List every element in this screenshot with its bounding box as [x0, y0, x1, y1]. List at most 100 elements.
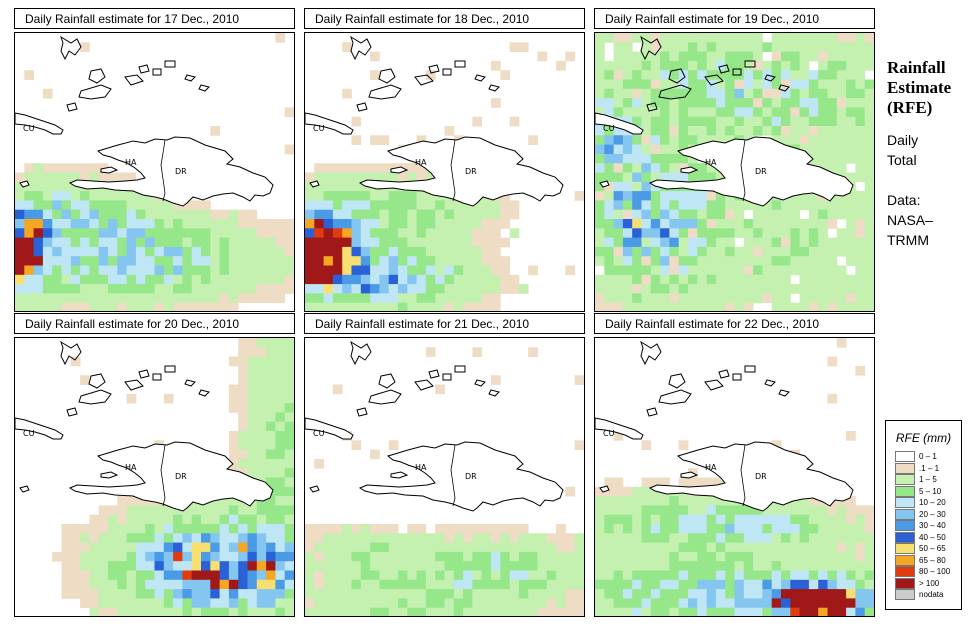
rainfall-cell — [256, 598, 267, 609]
rainfall-cell — [632, 570, 642, 581]
rainfall-cell — [743, 60, 754, 71]
rainfall-cell — [781, 607, 791, 616]
rainfall-cell — [98, 219, 109, 229]
rainfall-cell — [351, 589, 362, 599]
rainfall-cell — [864, 589, 874, 599]
rainfall-cell — [256, 440, 267, 450]
rainfall-cell — [463, 524, 473, 534]
rainfall-cell — [688, 88, 698, 99]
rainfall-cell — [219, 542, 230, 553]
rainfall-cell — [305, 551, 315, 562]
rainfall-cell — [518, 579, 529, 590]
rainfall-cell — [117, 570, 127, 581]
rainfall-cell — [781, 274, 791, 285]
rainfall-cell — [650, 598, 661, 609]
rainfall-cell — [305, 256, 315, 266]
rainfall-cell — [332, 284, 343, 294]
haiti-dr-border — [740, 444, 746, 507]
rainfall-cell — [528, 347, 538, 357]
rainfall-cell — [491, 589, 501, 599]
rainfall-cell — [70, 237, 81, 248]
rainfall-cell — [370, 274, 380, 285]
rainfall-cell — [247, 365, 258, 376]
rainfall-cell — [660, 33, 670, 43]
rainfall-cell — [632, 172, 642, 183]
rainfall-cell — [444, 607, 455, 616]
rainfall-cell — [247, 440, 258, 450]
rainfall-cell — [425, 561, 436, 571]
rainfall-cell — [827, 589, 838, 599]
rainfall-cell — [632, 153, 642, 164]
rainfall-cell — [154, 209, 165, 220]
rainfall-cell — [818, 579, 828, 590]
rainfall-cell — [238, 384, 248, 395]
rainfall-cell — [771, 107, 782, 118]
rainfall-cell — [688, 172, 698, 183]
rainfall-cell — [210, 284, 220, 294]
rainfall-cell — [275, 505, 286, 516]
rainfall-cell — [266, 533, 276, 543]
rainfall-cell — [808, 153, 819, 164]
rainfall-cell — [98, 172, 109, 183]
bahamas-island-outline — [152, 68, 162, 76]
rainfall-cell — [781, 135, 791, 145]
rainfall-cell — [864, 172, 874, 183]
rainfall-cell — [89, 302, 100, 311]
rainfall-cell — [827, 356, 838, 367]
rainfall-cell — [762, 60, 773, 71]
rainfall-cell — [678, 524, 689, 534]
rainfall-cell — [191, 561, 202, 571]
rainfall-cell — [678, 116, 689, 127]
bahamas-island-outline — [350, 35, 372, 61]
rainfall-cell — [266, 496, 276, 506]
rainfall-cell — [632, 589, 642, 599]
rainfall-cell — [191, 265, 202, 276]
rainfall-cell — [846, 524, 856, 534]
rainfall-cell — [80, 375, 90, 385]
rainfall-cell — [15, 274, 25, 285]
legend-swatch — [895, 485, 915, 497]
rainfall-cell — [463, 209, 473, 220]
rainfall-cell — [247, 561, 258, 571]
rainfall-cell — [15, 256, 25, 266]
rainfall-cell — [808, 598, 819, 609]
rainfall-cell — [725, 302, 735, 311]
rainfall-cell — [706, 246, 717, 257]
rainfall-cell — [613, 524, 624, 534]
rainfall-cell — [771, 88, 782, 99]
country-label-dominican_republic: DR — [175, 472, 187, 481]
rainfall-cell — [89, 579, 100, 590]
rainfall-cell — [827, 284, 838, 294]
rainfall-cell — [305, 524, 315, 534]
rainfall-cell — [734, 524, 745, 534]
rainfall-cell — [472, 200, 483, 211]
rainfall-cell — [219, 246, 230, 257]
rainfall-cell — [275, 561, 286, 571]
rainfall-cell — [836, 79, 847, 90]
rainfall-cell — [154, 607, 165, 616]
rainfall-cell — [284, 107, 294, 118]
rainfall-cell — [314, 458, 324, 469]
rainfall-cell — [781, 256, 791, 266]
rainfall-cell — [725, 79, 735, 90]
rainfall-cell — [238, 598, 248, 609]
rainfall-cell — [836, 98, 847, 108]
rainfall-cell — [734, 200, 745, 211]
rainfall-cell — [52, 246, 62, 257]
period-line: Total — [887, 152, 917, 168]
rainfall-cell — [650, 514, 661, 525]
rainfall-cell — [266, 246, 276, 257]
rainfall-cell — [697, 542, 707, 553]
rainfall-cell — [256, 421, 267, 432]
rainfall-cell — [688, 524, 698, 534]
rainfall-cell — [80, 302, 90, 311]
rainfall-cell — [715, 79, 726, 90]
rainfall-cell — [836, 228, 847, 238]
gonave-island-outline — [390, 471, 409, 479]
rainfall-cell — [725, 70, 735, 80]
rainfall-cell — [660, 570, 670, 581]
rainfall-cell — [715, 265, 726, 276]
rainfall-cell — [444, 237, 455, 248]
bahamas-island-outline — [368, 84, 402, 100]
rainfall-cell — [266, 477, 276, 488]
